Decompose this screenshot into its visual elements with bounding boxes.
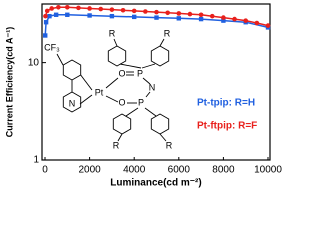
bond	[105, 95, 119, 103]
marker	[43, 20, 49, 25]
atom-label: Pt	[95, 87, 104, 97]
y-axis-label: Current Efficiency(cd A⁻¹)	[4, 27, 14, 137]
marker	[176, 16, 181, 21]
ring	[62, 91, 82, 113]
ring	[150, 113, 170, 135]
atom-label: R	[109, 28, 116, 38]
marker	[43, 13, 48, 19]
bond	[119, 63, 142, 69]
legend-label: Pt-tpip: R=H	[197, 98, 255, 109]
x-axis-label: Luminance(cd m⁻²)	[110, 178, 201, 189]
marker	[76, 5, 81, 11]
bond	[80, 74, 93, 91]
atom-label: O	[118, 97, 125, 107]
atom-label: N	[149, 82, 156, 92]
marker	[56, 4, 61, 10]
marker	[109, 7, 115, 12]
bond	[142, 77, 151, 85]
marker	[65, 4, 70, 10]
bond	[144, 107, 157, 117]
bond	[79, 94, 93, 105]
marker	[209, 13, 215, 19]
x-tick-label: 10000	[254, 165, 282, 176]
marker	[232, 16, 237, 22]
atom-label: N	[69, 98, 76, 108]
marker	[120, 7, 126, 13]
ring	[62, 59, 82, 81]
marker	[165, 10, 170, 16]
bond	[125, 107, 139, 117]
marker	[53, 12, 59, 17]
marker	[154, 15, 159, 20]
marker	[154, 9, 159, 15]
bond	[117, 133, 123, 142]
chart: CF₃ Pt O P N P O N R R R R 0 2000 4000 6000…	[4, 3, 282, 189]
bond	[56, 53, 64, 66]
marker	[254, 20, 260, 26]
ring	[112, 113, 132, 135]
marker	[87, 13, 92, 18]
marker	[43, 33, 48, 38]
marker	[87, 6, 92, 11]
bond	[159, 38, 165, 47]
marker	[198, 12, 204, 18]
atom-label: O	[118, 68, 125, 78]
x-tick-label: 4000	[123, 165, 146, 176]
bond	[105, 77, 119, 89]
atom-label: CF₃	[44, 42, 60, 52]
bond	[113, 38, 118, 47]
atom-label: P	[137, 68, 143, 78]
marker	[132, 14, 137, 20]
atom-label: R	[164, 28, 171, 38]
ring	[150, 45, 170, 67]
bond	[141, 63, 156, 69]
bond	[145, 91, 151, 98]
marker	[49, 6, 54, 11]
marker	[187, 11, 193, 17]
plot-frame	[41, 3, 271, 161]
x-tick-label: 6000	[168, 165, 191, 176]
marker	[176, 11, 182, 16]
marker	[65, 12, 70, 17]
marker	[221, 18, 226, 23]
x-tick-label: 8000	[212, 165, 235, 176]
marker	[243, 18, 248, 23]
marker	[98, 6, 104, 12]
bond	[159, 133, 167, 142]
marker	[143, 9, 148, 14]
marker	[265, 23, 271, 28]
y-tick-label: 1	[33, 155, 39, 166]
x-tick-label: 2000	[78, 165, 101, 176]
y-tick-label: 10	[28, 57, 40, 68]
x-tick-label: 0	[42, 165, 48, 176]
marker	[221, 15, 226, 20]
marker	[44, 8, 50, 14]
ring	[107, 45, 127, 67]
atom-label: R	[113, 140, 120, 150]
marker	[131, 8, 137, 14]
legend-label: Pt-ftpip: R=F	[197, 121, 257, 132]
structure: CF₃ Pt O P N P O N R R R R	[44, 28, 173, 150]
atom-label: P	[138, 97, 144, 107]
atom-label: R	[166, 140, 173, 150]
marker	[198, 16, 204, 22]
marker	[47, 13, 52, 19]
marker	[109, 13, 115, 19]
